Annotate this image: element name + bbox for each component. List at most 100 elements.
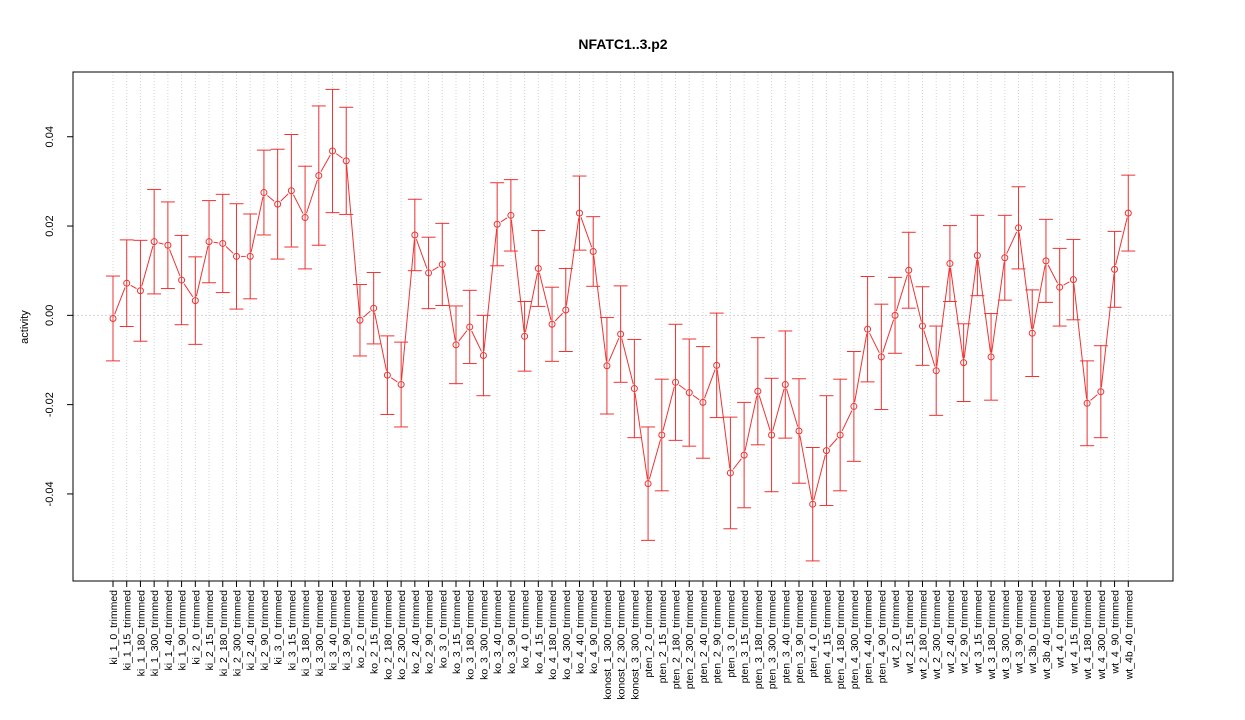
data-point <box>658 431 666 439</box>
x-tick-label: ki_1_0_trimmed <box>108 590 120 665</box>
x-tick-label: ki_2_90_trimmed <box>259 590 271 671</box>
series-line-segment <box>813 454 826 500</box>
x-tick-label: ko_4_40_trimmed <box>574 590 586 674</box>
x-tick-label: konost_2_300_trimmed <box>616 590 628 700</box>
data-point <box>205 238 213 246</box>
series-line-segment <box>772 388 785 431</box>
y-tick-label: -0.02 <box>44 392 56 417</box>
x-tick-label: wt_3_90_trimmed <box>1014 590 1026 675</box>
x-tick-label: wt_3_180_trimmed <box>986 590 998 680</box>
data-point <box>987 353 995 361</box>
y-axis-label: activity <box>19 310 31 344</box>
x-tick-label: pten_4_0_trimmed <box>808 590 820 678</box>
x-tick-label: pten_2_40_trimmed <box>698 590 710 684</box>
series-line-segment <box>634 392 648 480</box>
series-line-segment <box>786 388 799 427</box>
series-line-segment <box>554 312 564 322</box>
x-tick-label: ki_3_90_trimmed <box>341 590 353 671</box>
x-tick-label: wt_4_15_trimmed <box>1068 590 1080 675</box>
series-line-segment <box>1073 284 1088 399</box>
series-line-segment <box>1115 217 1128 266</box>
x-tick-label: ki_3_40_trimmed <box>328 590 340 671</box>
series-line-segment <box>335 153 343 159</box>
data-point <box>164 241 172 249</box>
series-line-segment <box>854 333 868 403</box>
series-line-segment <box>213 241 219 244</box>
chart-title: NFATC1..3.p2 <box>578 36 667 52</box>
data-point <box>191 297 199 305</box>
data-point <box>260 189 268 197</box>
x-tick-label: ko_4_300_trimmed <box>561 590 573 680</box>
series-line-segment <box>130 284 137 290</box>
x-tick-label: ko_3_40_trimmed <box>492 590 504 674</box>
x-tick-label: wt_4_90_trimmed <box>1110 590 1122 675</box>
x-tick-label: wt_3b_40_trimmed <box>1041 590 1053 680</box>
point-layer <box>109 147 1132 508</box>
data-point <box>1001 254 1009 262</box>
data-point <box>123 279 131 287</box>
series-line-segment <box>593 255 607 362</box>
series-line-segment <box>841 410 853 432</box>
series-line-segment <box>471 330 482 352</box>
data-point <box>370 304 378 312</box>
series-line-segment <box>225 246 234 254</box>
series-line-segment <box>195 245 209 297</box>
x-tick-label: ko_3_15_trimmed <box>451 590 463 674</box>
data-point <box>315 172 323 180</box>
x-tick-label: pten_4_300_trimmed <box>849 590 861 689</box>
x-tick-label: pten_2_180_trimmed <box>671 590 683 689</box>
series-line-segment <box>158 242 164 245</box>
data-point <box>699 398 707 406</box>
x-tick-label: ki_1_15_trimmed <box>122 590 134 671</box>
series-line-segment <box>483 228 498 352</box>
x-tick-label: ki_3_300_trimmed <box>314 590 326 677</box>
data-point <box>822 447 830 455</box>
data-point <box>493 220 501 228</box>
x-tick-label: ki_1_180_trimmed <box>135 590 147 677</box>
series-line-segment <box>538 272 552 321</box>
data-point <box>287 187 295 195</box>
series-line-segment <box>648 439 662 480</box>
series-line-segment <box>1032 265 1046 329</box>
data-point <box>864 325 872 333</box>
data-point <box>479 352 487 360</box>
series-line-segment <box>442 268 456 341</box>
x-tick-label: wt_2_15_trimmed <box>904 590 916 675</box>
series-line-segment <box>977 259 991 353</box>
data-point <box>973 252 981 260</box>
data-point <box>1015 224 1023 232</box>
data-point <box>672 378 680 386</box>
data-point <box>960 359 968 367</box>
x-tick-label: pten_3_15_trimmed <box>739 590 751 684</box>
x-tick-label: pten_4_40_trimmed <box>863 590 875 684</box>
series-line-segment <box>758 395 771 431</box>
series-line-segment <box>662 386 675 431</box>
x-tick-label: wt_3_15_trimmed <box>972 590 984 675</box>
series-line-segment <box>1006 231 1018 254</box>
x-tick-label: ko_2_90_trimmed <box>424 590 436 674</box>
x-tick-label: wt_4_180_trimmed <box>1082 590 1094 680</box>
x-tick-label: ki_2_300_trimmed <box>231 590 243 677</box>
x-tick-label: wt_2_40_trimmed <box>945 590 957 675</box>
x-tick-label: ki_1_300_trimmed <box>149 590 161 677</box>
series-line-segment <box>401 239 415 381</box>
data-point <box>219 239 227 247</box>
data-point <box>342 157 350 165</box>
data-point <box>178 276 186 284</box>
series-line-segment <box>374 312 387 371</box>
series-line-segment <box>280 193 289 202</box>
x-tick-label: wt_2_90_trimmed <box>959 590 971 675</box>
data-point <box>136 287 144 295</box>
x-tick-label: ko_4_180_trimmed <box>547 590 559 680</box>
x-tick-label: wt_4b_40_trimmed <box>1123 590 1135 680</box>
series-line-segment <box>895 274 908 312</box>
series-line-segment <box>1090 394 1098 401</box>
x-tick-label: wt_3b_0_trimmed <box>1027 590 1039 675</box>
y-tick-label: 0.02 <box>44 215 56 236</box>
x-tick-label: ko_3_90_trimmed <box>506 590 518 674</box>
data-point <box>534 264 542 272</box>
data-point <box>932 367 940 375</box>
series-line-segment <box>250 196 264 253</box>
series-line-segment <box>525 272 538 333</box>
